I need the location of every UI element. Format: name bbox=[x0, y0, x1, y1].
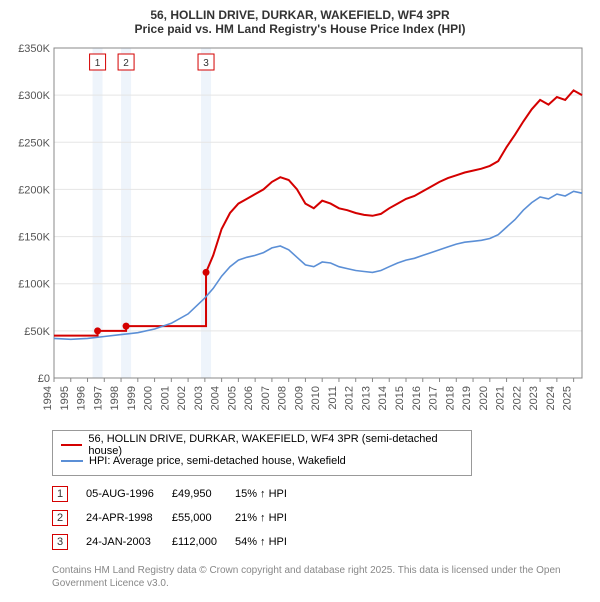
chart-container: 56, HOLLIN DRIVE, DURKAR, WAKEFIELD, WF4… bbox=[0, 0, 600, 602]
legend-swatch bbox=[61, 444, 82, 446]
data-point bbox=[123, 323, 130, 330]
x-tick-label: 2014 bbox=[377, 386, 389, 410]
x-tick-label: 2022 bbox=[511, 386, 523, 410]
x-tick-label: 2025 bbox=[562, 386, 574, 410]
event-row: 3 24-JAN-2003£112,00054% ↑ HPI bbox=[52, 530, 305, 554]
event-date: 24-JAN-2003 bbox=[86, 530, 172, 554]
event-price: £55,000 bbox=[172, 506, 235, 530]
x-tick-label: 2000 bbox=[143, 386, 155, 410]
event-marker-icon: 1 bbox=[52, 486, 68, 502]
y-tick-label: £200K bbox=[18, 184, 50, 196]
data-point bbox=[203, 269, 210, 276]
event-marker-label: 3 bbox=[203, 58, 209, 69]
y-tick-label: £350K bbox=[18, 43, 50, 55]
legend-swatch bbox=[61, 460, 83, 462]
x-tick-label: 2002 bbox=[176, 386, 188, 410]
y-tick-label: £100K bbox=[18, 279, 50, 291]
event-row: 2 24-APR-1998£55,00021% ↑ HPI bbox=[52, 506, 305, 530]
y-tick-label: £50K bbox=[24, 326, 50, 338]
x-tick-label: 2001 bbox=[159, 386, 171, 410]
x-tick-label: 2019 bbox=[461, 386, 473, 410]
x-tick-label: 2013 bbox=[360, 386, 372, 410]
x-tick-label: 2008 bbox=[277, 386, 289, 410]
event-marker-label: 1 bbox=[95, 58, 101, 69]
y-tick-label: £150K bbox=[18, 232, 50, 244]
x-tick-label: 2015 bbox=[394, 386, 406, 410]
event-row: 1 05-AUG-1996£49,95015% ↑ HPI bbox=[52, 482, 305, 506]
x-tick-label: 2023 bbox=[528, 386, 540, 410]
x-tick-label: 2018 bbox=[444, 386, 456, 410]
data-point bbox=[94, 327, 101, 334]
event-marker-label: 2 bbox=[123, 58, 129, 69]
footer-note: Contains HM Land Registry data © Crown c… bbox=[52, 564, 572, 590]
x-tick-label: 2012 bbox=[344, 386, 356, 410]
y-tick-label: £250K bbox=[18, 137, 50, 149]
x-tick-label: 1996 bbox=[76, 386, 88, 410]
x-tick-label: 2006 bbox=[243, 386, 255, 410]
x-tick-label: 2017 bbox=[428, 386, 440, 410]
events-table: 1 05-AUG-1996£49,95015% ↑ HPI 2 24-APR-1998… bbox=[52, 482, 305, 554]
y-tick-label: £300K bbox=[18, 90, 50, 102]
x-tick-label: 2004 bbox=[210, 386, 222, 410]
x-tick-label: 2024 bbox=[545, 386, 557, 410]
event-pct: 21% ↑ HPI bbox=[235, 506, 305, 530]
event-pct: 54% ↑ HPI bbox=[235, 530, 305, 554]
x-tick-label: 2003 bbox=[193, 386, 205, 410]
x-tick-label: 2005 bbox=[226, 386, 238, 410]
legend: 56, HOLLIN DRIVE, DURKAR, WAKEFIELD, WF4… bbox=[52, 430, 472, 476]
event-pct: 15% ↑ HPI bbox=[235, 482, 305, 506]
x-tick-label: 1998 bbox=[109, 386, 121, 410]
x-tick-label: 2010 bbox=[310, 386, 322, 410]
legend-label: HPI: Average price, semi-detached house,… bbox=[89, 455, 346, 467]
x-tick-label: 2007 bbox=[260, 386, 272, 410]
legend-row: 56, HOLLIN DRIVE, DURKAR, WAKEFIELD, WF4… bbox=[61, 437, 463, 453]
x-tick-label: 2009 bbox=[293, 386, 305, 410]
y-tick-label: £0 bbox=[38, 373, 50, 385]
x-tick-label: 1994 bbox=[42, 386, 54, 410]
x-tick-label: 1997 bbox=[92, 386, 104, 410]
event-price: £112,000 bbox=[172, 530, 235, 554]
event-date: 24-APR-1998 bbox=[86, 506, 172, 530]
legend-label: 56, HOLLIN DRIVE, DURKAR, WAKEFIELD, WF4… bbox=[88, 433, 463, 457]
event-price: £49,950 bbox=[172, 482, 235, 506]
x-tick-label: 2011 bbox=[327, 386, 339, 410]
event-marker-icon: 2 bbox=[52, 510, 68, 526]
plot-area: £0 £50K £100K £150K £200K £250K £300K £350K 1994… bbox=[12, 42, 588, 422]
x-tick-label: 2021 bbox=[495, 386, 507, 410]
x-tick-label: 1999 bbox=[126, 386, 138, 410]
event-marker-icon: 3 bbox=[52, 534, 68, 550]
event-date: 05-AUG-1996 bbox=[86, 482, 172, 506]
chart-title-line1: 56, HOLLIN DRIVE, DURKAR, WAKEFIELD, WF4… bbox=[12, 8, 588, 22]
chart-title-line2: Price paid vs. HM Land Registry's House … bbox=[12, 22, 588, 36]
x-tick-label: 1995 bbox=[59, 386, 71, 410]
chart-svg: £0 £50K £100K £150K £200K £250K £300K £350K 1994… bbox=[12, 42, 588, 422]
x-tick-label: 2020 bbox=[478, 386, 490, 410]
x-tick-label: 2016 bbox=[411, 386, 423, 410]
